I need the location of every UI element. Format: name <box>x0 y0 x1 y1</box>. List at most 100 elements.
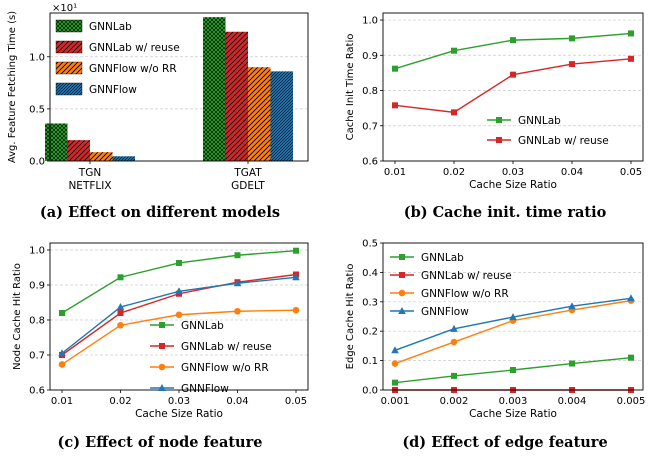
d-legend-label: GNNLab w/ reuse <box>421 270 512 282</box>
b-series-line <box>394 58 632 114</box>
b-xtick-label: 0.05 <box>620 167 642 178</box>
c-point <box>175 287 183 295</box>
b-legend-marker <box>496 137 502 143</box>
b-ylabel: Cache Init Time Ratio <box>345 34 356 141</box>
c-legend-marker <box>158 363 166 371</box>
d-legend-marker <box>399 272 405 278</box>
a-bar <box>90 152 113 161</box>
d-point <box>450 338 458 346</box>
d-ytick-label: 0.0 <box>362 386 378 397</box>
b-point <box>510 71 516 78</box>
a-ylabel: Avg. Feature Fetching Time (s) <box>7 11 18 163</box>
b-legend-label: GNNLab w/ reuse <box>518 135 609 147</box>
b-xtick-label: 0.04 <box>561 167 583 178</box>
d-xtick-label: 0.003 <box>499 396 528 407</box>
a-ytick-label: 0.0 <box>29 157 45 168</box>
b-point <box>569 35 575 42</box>
a-xtick-label: TGN <box>78 167 101 179</box>
b-point <box>392 65 398 72</box>
d-point <box>450 324 458 332</box>
a-xtick-label: TGAT <box>233 167 262 179</box>
b-point <box>628 55 634 62</box>
a-bar <box>45 123 68 161</box>
b-point <box>628 30 634 37</box>
c-legend-marker <box>158 384 166 391</box>
c-ytick-label: 0.8 <box>29 316 45 327</box>
d-xtick-label: 0.002 <box>440 396 469 407</box>
c-point <box>117 310 124 316</box>
d-point <box>392 379 398 386</box>
a-ytick-label: 0.5 <box>29 104 45 115</box>
c-point <box>293 247 299 254</box>
c-legend-label: GNNLab w/ reuse <box>181 341 272 353</box>
d-legend-marker <box>398 307 406 314</box>
b-xlabel: Cache Size Ratio <box>469 179 557 191</box>
d-point <box>510 367 516 374</box>
d-point <box>391 360 399 367</box>
b-point <box>392 102 398 109</box>
d-point <box>568 302 576 310</box>
a-bar <box>112 156 135 161</box>
c-point <box>292 306 300 314</box>
c-ytick-label: 0.6 <box>29 386 45 397</box>
c-xtick-label: 0.05 <box>285 396 307 407</box>
caption-a: (a) Effect on different models <box>39 204 281 221</box>
a-axes-frame <box>49 12 309 162</box>
a-legend-swatch <box>55 82 83 96</box>
a-legend-label: GNNFlow w/o RR <box>89 63 177 75</box>
d-xtick-label: 0.001 <box>381 396 410 407</box>
a-bar <box>225 31 248 162</box>
c-xtick-label: 0.03 <box>168 396 190 407</box>
a-legend-label: GNNLab <box>89 21 132 33</box>
c-point <box>117 274 124 281</box>
b-ytick-label: 1.0 <box>362 16 378 27</box>
c-point <box>59 310 65 316</box>
c-legend-label: GNNLab <box>181 320 224 332</box>
b-point <box>451 47 457 54</box>
b-legend-marker <box>496 117 502 123</box>
d-xlabel: Cache Size Ratio <box>469 408 557 420</box>
c-xtick-label: 0.01 <box>51 396 73 407</box>
b-ytick-label: 0.7 <box>362 121 378 132</box>
d-point <box>569 360 575 367</box>
c-xtick-label: 0.04 <box>226 396 248 407</box>
c-legend-label: GNNFlow w/o RR <box>181 362 269 374</box>
b-xtick-label: 0.03 <box>502 167 524 178</box>
d-axes-frame <box>382 242 644 391</box>
a-xtick-label: NETFLIX <box>68 180 111 192</box>
caption-c: (c) Effect of node feature <box>57 434 263 451</box>
c-legend-marker <box>159 343 165 349</box>
d-xtick-label: 0.004 <box>558 396 587 407</box>
b-xtick-label: 0.01 <box>384 167 406 178</box>
d-ytick-label: 0.3 <box>362 297 378 308</box>
a-bar <box>270 71 293 161</box>
b-xtick-label: 0.02 <box>443 167 465 178</box>
a-legend-swatch <box>55 40 83 54</box>
c-point <box>175 311 183 319</box>
c-point <box>58 361 66 368</box>
d-ytick-label: 0.4 <box>362 268 378 279</box>
a-xtick-label: GDELT <box>231 180 265 192</box>
b-ytick-label: 0.6 <box>362 157 378 168</box>
a-legend-swatch <box>55 61 83 75</box>
b-ytick-label: 0.8 <box>362 86 378 97</box>
c-ytick-label: 0.9 <box>29 281 45 292</box>
c-point <box>58 349 66 357</box>
c-legend-marker <box>159 322 165 328</box>
c-xlabel: Cache Size Ratio <box>135 408 223 420</box>
c-xtick-label: 0.02 <box>109 396 131 407</box>
b-axes-frame <box>382 12 644 162</box>
d-ytick-label: 0.5 <box>362 239 378 250</box>
c-ytick-label: 0.7 <box>29 351 45 362</box>
d-ylabel: Edge Cache Hit Ratio <box>345 264 356 370</box>
b-point <box>510 37 516 44</box>
b-ytick-label: 0.9 <box>362 51 378 62</box>
d-legend-label: GNNFlow <box>421 306 469 318</box>
d-legend-label: GNNFlow w/o RR <box>421 288 509 300</box>
d-point <box>628 354 634 361</box>
c-axes-frame <box>49 242 309 391</box>
a-bar <box>203 17 226 162</box>
a-ytick-label: 1.0 <box>29 52 45 63</box>
b-point <box>569 61 575 68</box>
